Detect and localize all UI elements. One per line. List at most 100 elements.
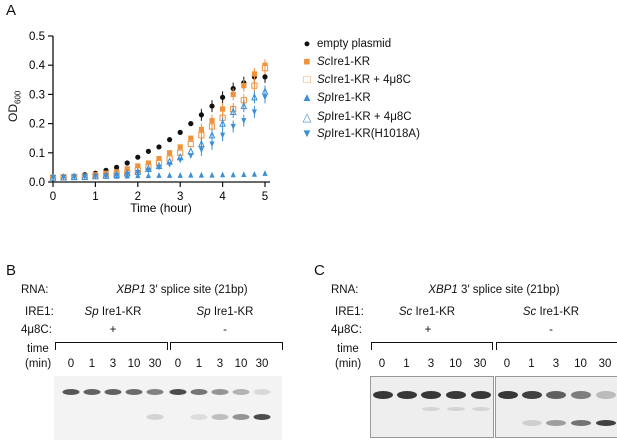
data-point <box>124 171 130 178</box>
gel-band <box>546 420 566 426</box>
data-point <box>188 135 194 141</box>
y-tick-label: 0.0 <box>29 177 45 189</box>
inhibitor-left: + <box>109 324 117 336</box>
gel-band <box>62 389 80 395</box>
lane-label: 3 <box>109 358 117 370</box>
lane-label: 1 <box>195 358 203 370</box>
lane-label: 3 <box>427 358 435 370</box>
rna-name: XBP1 3′ splice site (21bp) <box>116 284 248 296</box>
data-point <box>124 166 130 172</box>
gel-band <box>190 414 208 420</box>
gel-band <box>422 407 440 411</box>
lane-label: 1 <box>88 358 96 370</box>
gel-band <box>211 414 229 420</box>
legend-item: ■ Sc Ire1-KR <box>300 56 371 68</box>
lane-label: 1 <box>403 358 410 370</box>
gel-image <box>54 376 282 440</box>
data-point <box>103 173 109 180</box>
x-tick-label: 1 <box>92 191 98 203</box>
data-point <box>167 150 173 156</box>
lane-label: 3 <box>552 358 560 370</box>
lane-label: 0 <box>378 358 386 370</box>
x-tick-label: 5 <box>262 191 268 203</box>
panel-a-letter: A <box>6 2 17 19</box>
data-point <box>114 164 120 170</box>
legend-item: △ Sp Ire1-KR + 4μ8C <box>300 110 412 124</box>
triangle-marker-icon: ▲ <box>301 92 313 104</box>
time-label: time <box>337 343 359 355</box>
circle-marker-icon: ● <box>303 38 311 50</box>
gel-band <box>373 391 393 399</box>
data-point <box>135 154 141 160</box>
lane-label: 1 <box>528 358 535 370</box>
x-tick-label: 0 <box>50 191 56 203</box>
data-point <box>209 171 215 178</box>
data-point <box>145 148 151 154</box>
square-marker-icon: ■ <box>303 56 311 68</box>
gel-band <box>125 389 143 395</box>
rna-row-label: RNA: <box>21 284 49 296</box>
lane-label: 0 <box>174 358 182 370</box>
data-point <box>61 174 67 181</box>
data-point <box>145 160 151 166</box>
inhibitor-row-label: 4μ8C: <box>331 324 362 336</box>
gel-band <box>253 389 271 395</box>
gel-band <box>232 389 250 395</box>
growth-curve-chart: 0.0 0.1 0.2 0.3 0.4 0.5 0 1 2 3 4 5 Time (hour) <box>29 31 270 215</box>
gel-band <box>83 389 101 395</box>
gel-band <box>146 414 164 420</box>
data-point <box>230 171 236 178</box>
ire1-right: Sp Ire1-KR <box>196 306 254 318</box>
data-point <box>241 171 247 178</box>
rna-name: XBP1 3′ splice site (21bp) <box>428 284 560 296</box>
lane-label: 30 <box>255 358 269 370</box>
open-triangle-marker-icon: △ <box>302 112 312 124</box>
data-point <box>156 164 162 171</box>
inhibitor-left: + <box>424 324 432 336</box>
data-point <box>262 170 268 176</box>
gel-image-left <box>370 376 494 438</box>
data-point <box>220 171 226 178</box>
data-point <box>177 144 183 150</box>
y-tick-label: 0.2 <box>29 119 45 131</box>
data-point <box>187 140 194 148</box>
lane-group-bracket <box>371 342 493 350</box>
inhibitor-right: - <box>549 324 553 336</box>
data-point <box>188 171 194 178</box>
panel-c-letter: C <box>314 262 325 279</box>
data-point <box>71 174 77 181</box>
x-tick-label: 4 <box>219 191 226 203</box>
x-axis-label: Time (hour) <box>130 201 192 215</box>
data-point <box>198 171 204 178</box>
ire1-left: Sc Ire1-KR <box>398 306 456 318</box>
y-tick-label: 0.1 <box>29 148 45 160</box>
lane-label: 10 <box>127 358 141 370</box>
data-point <box>156 144 162 150</box>
gel-band <box>104 389 122 395</box>
gel-band <box>169 389 187 395</box>
gel-band <box>522 391 542 399</box>
data-point <box>187 147 195 155</box>
y-tick-label: 0.3 <box>29 89 45 101</box>
legend-item: □ Sc Ire1-KR + 4μ8C <box>300 74 411 86</box>
data-point <box>50 175 56 181</box>
gel-band <box>498 391 518 399</box>
lane-label: 0 <box>503 358 511 370</box>
data-point <box>124 160 130 166</box>
panel-b-letter: B <box>6 262 17 279</box>
lane-group-bracket <box>170 342 283 350</box>
lane-label: 3 <box>216 358 224 370</box>
gel-band <box>472 407 490 411</box>
rna-row-label: RNA: <box>331 284 359 296</box>
data-point <box>167 172 173 178</box>
time-label: time <box>27 343 49 355</box>
data-point <box>177 172 183 178</box>
gel-band <box>571 420 591 426</box>
ire1-row-label: IRE1: <box>25 306 54 318</box>
time-unit-label: (min) <box>335 358 362 370</box>
gel-band <box>397 391 417 399</box>
ire1-row-label: IRE1: <box>335 306 364 318</box>
inhibitor-row-label: 4μ8C: <box>21 324 52 336</box>
data-point <box>156 156 162 162</box>
lane-group-bracket <box>496 342 617 350</box>
